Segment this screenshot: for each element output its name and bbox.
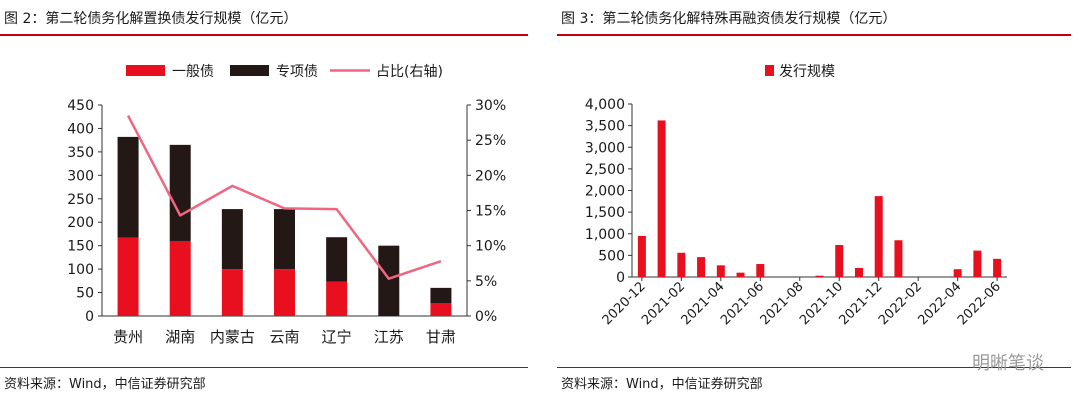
legend-swatch-2 [230, 65, 269, 76]
legend-swatch-1 [126, 65, 165, 76]
right-bottom-rule [557, 367, 1071, 368]
left-chart-svg: 一般债 专项债 占比(右轴) 0 50 100 150 200 250 300 350 400 450 0… [67, 64, 506, 346]
y-tick-label: 150 [67, 239, 94, 255]
bar-issuance-14 [894, 240, 903, 277]
legend-label-issuance: 发行规模 [779, 64, 835, 80]
bar-issuance-4 [697, 257, 706, 277]
bar-issuance-12 [854, 267, 863, 277]
bar-issuance-7 [756, 264, 765, 277]
y-tick-label: 0 [616, 270, 625, 286]
y2-tick-label: 0% [475, 309, 497, 325]
y-tick-label: 3,000 [585, 140, 625, 156]
y2-tick-label: 30% [475, 98, 506, 114]
bar-issuance-3 [677, 252, 686, 277]
y-tick-label: 1,500 [585, 205, 625, 221]
y2-tick-label: 15% [475, 204, 506, 220]
legend-swatch-issuance [765, 65, 774, 76]
y-tick-label: 100 [67, 262, 94, 278]
y2-tick-label: 5% [475, 274, 497, 290]
bar-special-3 [221, 209, 243, 270]
bar-issuance-18 [973, 250, 982, 277]
right-chart-title: 图 3：第二轮债务化解特殊再融资债发行规模（亿元） [561, 11, 897, 27]
bar-issuance-5 [716, 265, 725, 277]
bar-issuance-17 [953, 269, 962, 277]
y2-tick-label: 25% [475, 133, 506, 149]
y2-tick-label: 10% [475, 239, 506, 255]
x-tick-label: 内蒙古 [210, 328, 255, 346]
left-chart-panel: 图 2：第二轮债务化解置换债发行规模（亿元） 一般债 专项债 占比(右轴) 0 50 10… [0, 0, 535, 412]
y-tick-label: 450 [67, 98, 94, 114]
left-title-rule [0, 34, 528, 36]
bar-issuance-19 [993, 258, 1002, 277]
legend-label-2: 专项债 [276, 64, 318, 80]
y-tick-label: 1,000 [585, 227, 625, 243]
bar-general-4 [274, 269, 295, 316]
right-legend: 发行规模 [765, 64, 835, 80]
left-bottom-rule [0, 367, 528, 368]
right-chart-panel: 图 3：第二轮债务化解特殊再融资债发行规模（亿元） 发行规模 0 500 1,000 1… [557, 0, 1080, 412]
x-tick-label: 2022-06 [955, 279, 1004, 328]
x-tick-label: 云南 [269, 328, 299, 346]
x-tick-label: 贵州 [113, 328, 143, 346]
y-tick-label: 2,500 [585, 162, 625, 178]
right-chart-svg: 发行规模 0 500 1,000 1,500 2,000 2,500 3,000 3,500 4,… [585, 64, 1007, 328]
bar-issuance-13 [874, 196, 883, 277]
y-tick-label: 0 [85, 309, 94, 325]
x-tick-label: 湖南 [165, 328, 195, 346]
y2-tick-label: 20% [475, 168, 506, 184]
y-tick-label: 500 [598, 248, 625, 264]
left-source-text: 资料来源：Wind，中信证券研究部 [4, 377, 206, 392]
right-title-rule [557, 34, 1071, 36]
bar-general-7 [430, 303, 452, 316]
y-tick-label: 350 [67, 145, 94, 161]
x-tick-label: 甘肃 [426, 328, 456, 346]
y-tick-label: 2,000 [585, 184, 625, 200]
bar-issuance-6 [736, 272, 745, 277]
bar-general-3 [221, 269, 243, 316]
legend-label-3: 占比(右轴) [376, 64, 443, 80]
bar-special-7 [430, 287, 452, 304]
bar-special-6 [378, 245, 400, 316]
share-line [126, 114, 442, 280]
x-tick-label: 江苏 [374, 328, 404, 346]
bar-issuance-2 [657, 120, 666, 277]
y-tick-label: 300 [67, 168, 94, 184]
bar-special-2 [169, 144, 191, 241]
watermark-text: 明晰笔谈 [972, 353, 1044, 374]
y-tick-label: 3,500 [585, 119, 625, 135]
bar-issuance-1 [637, 235, 646, 277]
bar-general-2 [169, 240, 191, 316]
y-tick-label: 50 [76, 286, 94, 302]
bar-general-5 [326, 281, 348, 316]
bar-special-4 [274, 209, 295, 270]
left-chart-title: 图 2：第二轮债务化解置换债发行规模（亿元） [4, 11, 298, 27]
bar-issuance-11 [835, 244, 844, 277]
y-tick-label: 250 [67, 192, 94, 208]
bar-special-5 [326, 237, 348, 282]
bar-general-1 [117, 237, 139, 316]
y-tick-label: 4,000 [585, 97, 625, 113]
x-tick-label: 辽宁 [322, 328, 352, 346]
y-tick-label: 200 [67, 215, 94, 231]
right-source-text: 资料来源：Wind，中信证券研究部 [561, 377, 763, 392]
y-tick-label: 400 [67, 121, 94, 137]
left-legend: 一般债 专项债 占比(右轴) [126, 64, 443, 80]
bar-issuance-10 [815, 275, 824, 277]
legend-label-1: 一般债 [172, 64, 214, 80]
bar-special-1 [117, 136, 139, 238]
